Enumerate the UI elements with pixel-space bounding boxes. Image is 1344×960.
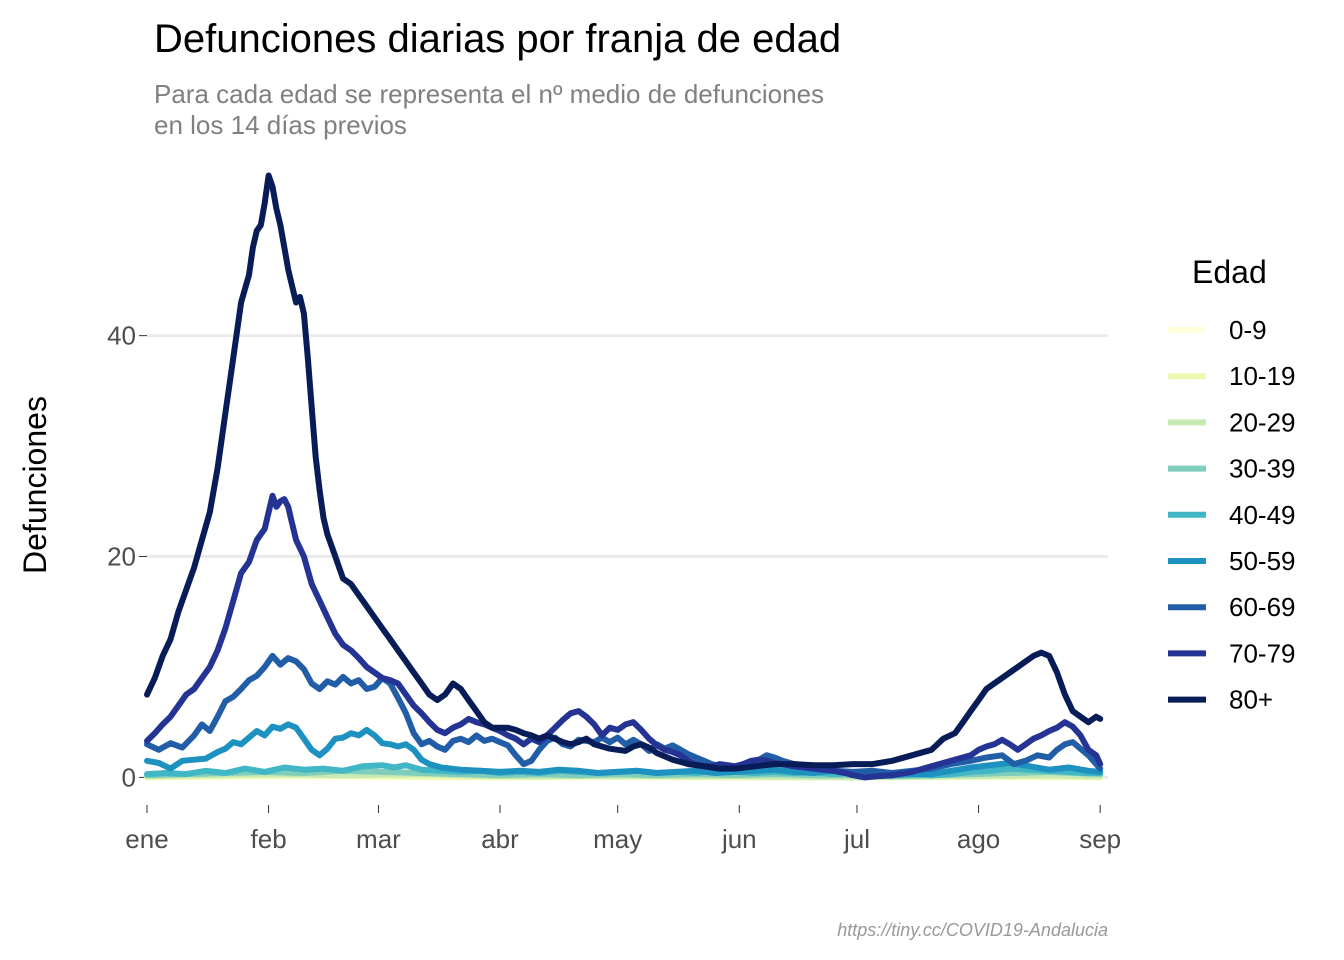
legend: 0-9 10-19 20-29 30-39 40-49 50-59 60-69 70-79 80… <box>1168 315 1296 715</box>
x-tick-label: jun <box>721 824 757 854</box>
x-tick-label: may <box>593 824 642 854</box>
chart-subtitle-line-2: en los 14 días previos <box>154 110 407 140</box>
x-tick-label: ago <box>957 824 1000 854</box>
y-tick-label: 40 <box>107 321 136 351</box>
legend-label: 0-9 <box>1229 315 1267 345</box>
series-lines <box>144 172 1104 781</box>
x-axis-ticks: ene feb mar abr may jun jul ago sep <box>125 805 1121 854</box>
y-tick-label: 20 <box>107 542 136 572</box>
chart-subtitle-line-1: Para cada edad se representa el nº medio… <box>154 79 824 109</box>
y-tick-label: 0 <box>122 762 136 792</box>
x-tick-label: sep <box>1079 824 1121 854</box>
series-line-80+ <box>144 172 1104 772</box>
legend-label: 40-49 <box>1229 500 1296 530</box>
legend-label: 60-69 <box>1229 592 1296 622</box>
y-axis-ticks: 0 20 40 <box>107 321 147 792</box>
legend-label: 10-19 <box>1229 361 1296 391</box>
legend-title: Edad <box>1192 254 1267 290</box>
x-tick-label: abr <box>481 824 519 854</box>
gridlines <box>147 334 1108 779</box>
chart-caption: https://tiny.cc/COVID19-Andalucia <box>837 920 1108 940</box>
x-tick-label: ene <box>125 824 168 854</box>
x-tick-label: mar <box>356 824 401 854</box>
legend-label: 70-79 <box>1229 638 1296 668</box>
legend-label: 20-29 <box>1229 407 1296 437</box>
series-line-70-79 <box>144 492 1104 781</box>
x-tick-label: feb <box>251 824 287 854</box>
legend-label: 30-39 <box>1229 454 1296 484</box>
y-axis-title: Defunciones <box>17 396 53 574</box>
legend-label: 50-59 <box>1229 546 1296 576</box>
chart-title: Defunciones diarias por franja de edad <box>154 17 841 61</box>
legend-label: 80+ <box>1229 685 1273 715</box>
series-line-60-69 <box>144 652 1104 776</box>
x-tick-label: jul <box>843 824 870 854</box>
